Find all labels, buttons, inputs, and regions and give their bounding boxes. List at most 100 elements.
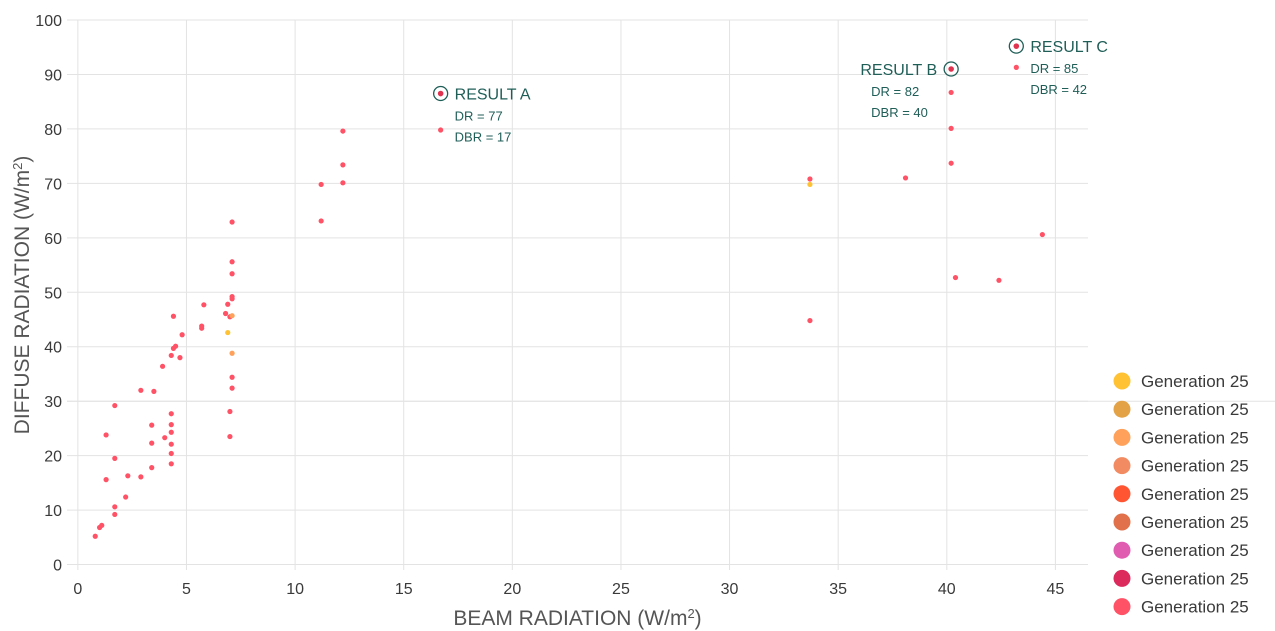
legend-swatch bbox=[1113, 428, 1131, 446]
legend-label: Generation 25 bbox=[1141, 428, 1249, 447]
legend-swatch bbox=[1113, 598, 1131, 616]
y-tick-label: 80 bbox=[44, 122, 62, 139]
data-point bbox=[170, 313, 177, 319]
data-point bbox=[159, 363, 166, 369]
data-point bbox=[340, 128, 346, 134]
result-label: RESULT C bbox=[1030, 39, 1108, 56]
x-tick-label: 15 bbox=[395, 581, 413, 598]
x-axis-title-superscript: 2 bbox=[687, 606, 694, 621]
data-point bbox=[1039, 231, 1045, 238]
x-axis-title: BEAM RADIATION (W/m2) bbox=[453, 606, 701, 631]
result-detail: DR = 82 bbox=[871, 84, 919, 99]
legend-label: Generation 25 bbox=[1141, 598, 1249, 617]
data-point bbox=[168, 411, 174, 417]
data-point bbox=[99, 522, 105, 528]
x-axis-title-end: ) bbox=[695, 607, 702, 630]
data-point bbox=[340, 180, 346, 186]
x-tick-label: 40 bbox=[938, 581, 956, 598]
data-point bbox=[123, 494, 129, 500]
legend-label: Generation 25 bbox=[1141, 372, 1249, 391]
x-tick-label: 30 bbox=[721, 581, 739, 598]
data-points bbox=[92, 64, 1045, 539]
result-detail: DR = 85 bbox=[1030, 61, 1078, 76]
grid-lines bbox=[67, 19, 1275, 570]
result-annotation: RESULT A DR = 77 DBR = 17 bbox=[432, 85, 531, 145]
result-annotations: RESULT A DR = 77 DBR = 17 RESULT B DR = 82 DB… bbox=[432, 38, 1108, 145]
data-point bbox=[229, 259, 235, 265]
x-tick-label: 10 bbox=[286, 581, 304, 598]
data-point bbox=[952, 274, 959, 281]
y-tick-label: 20 bbox=[44, 449, 62, 466]
legend-label: Generation 25 bbox=[1141, 569, 1249, 588]
data-point bbox=[168, 429, 174, 435]
data-point bbox=[1013, 64, 1019, 70]
legend-label: Generation 25 bbox=[1141, 457, 1249, 476]
y-tick-label: 40 bbox=[44, 340, 62, 357]
data-point bbox=[229, 296, 235, 302]
data-point bbox=[996, 277, 1002, 283]
data-point bbox=[112, 402, 118, 409]
y-tick-label: 60 bbox=[44, 231, 62, 248]
y-axis-title-superscript: 2 bbox=[10, 163, 25, 170]
data-point bbox=[225, 301, 231, 307]
data-point bbox=[179, 332, 185, 338]
y-tick-label: 10 bbox=[44, 503, 62, 520]
data-point bbox=[222, 310, 229, 317]
result-marker-dot bbox=[948, 66, 954, 72]
data-point bbox=[168, 422, 174, 428]
y-axis-title-text: DIFFUSE RADIATION (W/m bbox=[11, 170, 34, 434]
data-point bbox=[340, 162, 346, 168]
result-annotation: RESULT B DR = 82 DBR = 40 bbox=[860, 61, 959, 120]
legend-item: Generation 25 bbox=[1113, 569, 1249, 588]
data-point bbox=[112, 504, 118, 510]
data-point bbox=[199, 323, 205, 329]
legend-swatch bbox=[1113, 569, 1131, 587]
data-point bbox=[149, 465, 155, 471]
data-point bbox=[201, 302, 207, 308]
data-point bbox=[225, 329, 231, 336]
legend-label: Generation 25 bbox=[1141, 485, 1249, 504]
legend-label: Generation 25 bbox=[1141, 541, 1249, 560]
data-point bbox=[318, 218, 324, 224]
legend-label: Generation 25 bbox=[1141, 513, 1249, 532]
legend-swatch bbox=[1113, 485, 1131, 503]
data-point bbox=[807, 317, 813, 324]
legend-label: Generation 25 bbox=[1141, 400, 1249, 419]
y-tick-label: 90 bbox=[44, 67, 62, 84]
data-point bbox=[173, 343, 179, 349]
x-tick-label: 5 bbox=[182, 581, 191, 598]
data-point bbox=[138, 474, 144, 480]
legend-item: Generation 25 bbox=[1113, 513, 1249, 532]
data-point bbox=[177, 355, 183, 361]
y-axis-title-end: ) bbox=[11, 156, 34, 163]
x-tick-label: 45 bbox=[1047, 581, 1065, 598]
data-point bbox=[229, 271, 235, 277]
data-point bbox=[948, 160, 954, 166]
data-point bbox=[168, 441, 174, 447]
data-point bbox=[149, 440, 155, 446]
legend-swatch bbox=[1113, 541, 1131, 559]
result-marker-ring bbox=[1008, 38, 1024, 54]
data-point bbox=[807, 181, 813, 188]
y-tick-label: 100 bbox=[35, 13, 62, 30]
data-point bbox=[948, 125, 954, 131]
result-label: RESULT A bbox=[455, 87, 531, 104]
x-tick-label: 35 bbox=[829, 581, 847, 598]
data-point bbox=[229, 219, 235, 225]
legend-item: Generation 25 bbox=[1113, 485, 1249, 504]
legend-item: Generation 25 bbox=[1113, 400, 1249, 419]
data-point bbox=[229, 313, 235, 319]
data-point bbox=[103, 477, 109, 483]
result-detail: DBR = 17 bbox=[455, 130, 512, 145]
x-tick-label: 0 bbox=[73, 581, 82, 598]
result-marker-dot bbox=[437, 90, 444, 97]
x-axis-title-text: BEAM RADIATION (W/m bbox=[453, 607, 687, 630]
result-annotation: RESULT C DR = 85 DBR = 42 bbox=[1008, 38, 1108, 97]
axis-tick-labels: 0 5 10 15 20 25 30 35 40 45 0 10 20 30 40 50 60 70 80 90 100 bbox=[35, 13, 1064, 598]
result-detail: DBR = 40 bbox=[871, 105, 928, 120]
legend-swatch bbox=[1113, 400, 1131, 418]
legend-swatch bbox=[1113, 457, 1131, 475]
y-tick-label: 50 bbox=[44, 285, 62, 302]
data-point bbox=[112, 511, 118, 518]
